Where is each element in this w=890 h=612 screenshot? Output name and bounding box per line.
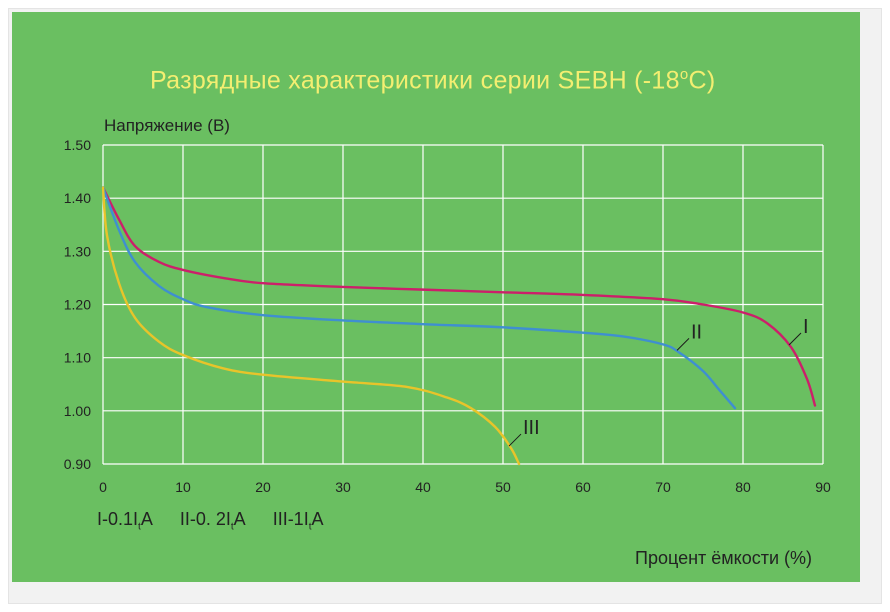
legend-sub: t	[308, 521, 312, 533]
x-tick-label: 80	[735, 479, 751, 495]
y-tick-label: 1.10	[64, 350, 91, 366]
legend-label: II-0. 2I	[179, 509, 231, 529]
legend-item-ii: II-0. 2ItA	[179, 509, 246, 533]
series-line-iii	[101, 186, 521, 466]
chart-title: Разрядные характеристики серии SEBH (-18…	[150, 66, 715, 95]
legend-unit: A	[233, 509, 246, 529]
y-tick-label: 1.50	[64, 137, 91, 153]
title-tail: C)	[688, 66, 716, 95]
legend-label: I-0.1I	[97, 509, 139, 529]
legend-item-iii: III-1ItA	[272, 509, 324, 533]
annotation-leader	[508, 433, 522, 447]
y-tick-label: 1.30	[64, 243, 91, 259]
annotation-leader	[676, 337, 690, 351]
legend-label: III-1I	[272, 509, 309, 529]
x-tick-label: 40	[415, 479, 431, 495]
legend-unit: A	[140, 509, 153, 529]
series-label-ii: II	[691, 321, 702, 343]
y-tick-label: 1.40	[64, 190, 91, 206]
title-main: Разрядные характеристики серии SEBH (-18	[150, 66, 680, 95]
x-tick-label: 50	[495, 479, 511, 495]
legend-item-i: I-0.1ItA	[97, 509, 153, 533]
x-tick-label: 60	[575, 479, 591, 495]
x-tick-label: 90	[815, 479, 831, 495]
series-label-i: I	[803, 316, 809, 338]
title-degree: o	[679, 66, 689, 83]
legend-sub: t	[138, 521, 141, 533]
x-tick-label: 70	[655, 479, 671, 495]
series-line-i	[101, 186, 817, 407]
y-tick-label: 1.20	[64, 297, 91, 313]
x-axis-label: Процент ёмкости (%)	[635, 548, 813, 568]
chart-panel	[12, 12, 860, 582]
series-line-ii	[101, 186, 737, 410]
series-label-iii: III	[523, 417, 540, 439]
x-tick-label: 10	[175, 479, 191, 495]
y-tick-label: 1.00	[64, 403, 91, 419]
x-tick-label: 0	[99, 479, 107, 495]
y-axis-label: Напряжение (В)	[104, 116, 230, 135]
legend: I-0.1ItA II-0. 2ItA III-1ItA	[97, 509, 346, 533]
x-tick-label: 30	[335, 479, 351, 495]
legend-unit: A	[311, 509, 324, 529]
y-tick-label: 0.90	[64, 456, 91, 472]
annotation-leader	[788, 332, 802, 346]
legend-sub: t	[230, 521, 234, 533]
x-tick-label: 20	[255, 479, 271, 495]
